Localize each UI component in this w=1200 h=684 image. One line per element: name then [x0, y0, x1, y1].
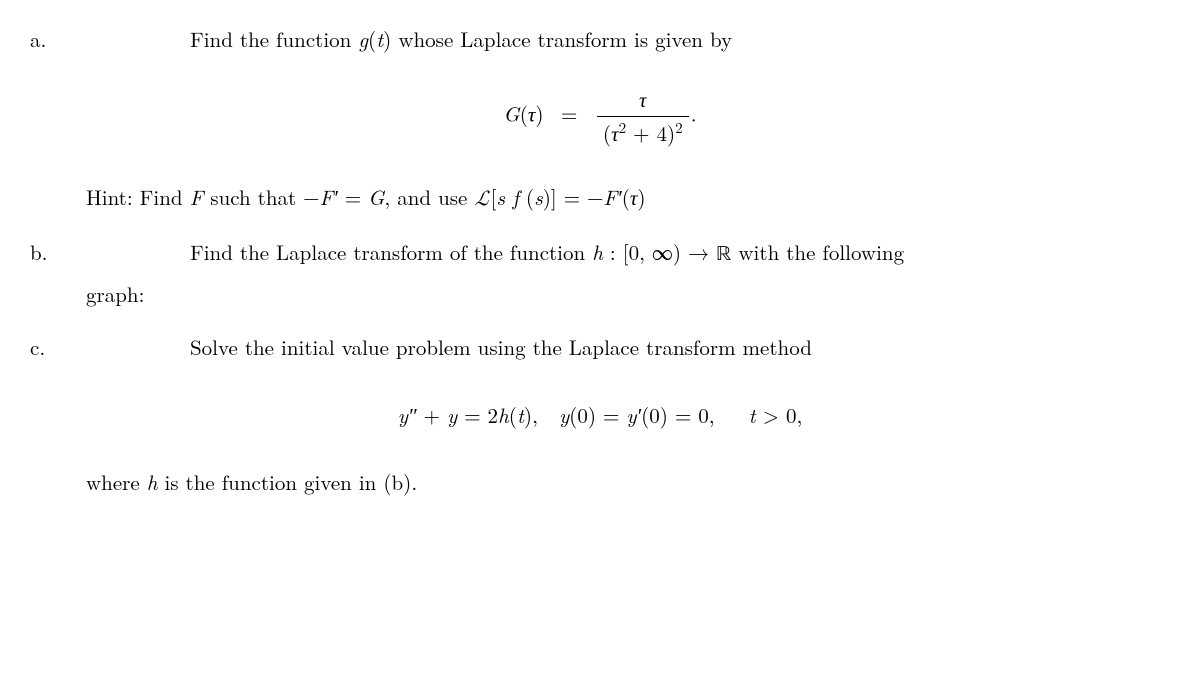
- text-c: Solve the initial value problem using th…: [190, 332, 1170, 364]
- text-b: Find the Laplace transform of the functi…: [190, 237, 1170, 271]
- item-b: b. Find the Laplace transform of the fun…: [30, 237, 1170, 271]
- eq-a-period: .: [691, 98, 697, 128]
- hint-a-mid2: =: [338, 182, 368, 212]
- hint-a-mid3: , and use: [384, 182, 474, 212]
- text-b-R: ℝ: [716, 244, 731, 265]
- label-c: c.: [30, 332, 190, 364]
- hint-a-mid1: such that −: [203, 182, 319, 212]
- equation-c: y″ + y = 2h(t), y(0) = y′(0) = 0,t > 0,: [30, 400, 1170, 432]
- equation-a: G(τ) = τ (τ2 + 4)2 .: [30, 84, 1170, 150]
- hint-a-G: G: [368, 182, 384, 212]
- text-b-post: with the following: [731, 237, 904, 267]
- text-b-pre: Find the Laplace transform of the functi…: [190, 237, 592, 267]
- after-post: is the function given in (b).: [157, 467, 417, 497]
- hint-a-pre: Hint: Find: [86, 182, 190, 212]
- hint-a: Hint: Find F such that −F′ = G, and use …: [86, 182, 1170, 216]
- label-b: b.: [30, 237, 190, 269]
- hint-a-L: ℒ: [474, 189, 490, 210]
- text-b-h: h: [592, 237, 603, 267]
- hint-a-F: F: [190, 182, 204, 212]
- item-a: a. Find the function g(t) whose Laplace …: [30, 24, 1170, 56]
- text-c-after: where h is the function given in (b).: [86, 467, 1170, 499]
- text-a-content: Find the function g(t) whose Laplace tra…: [190, 24, 732, 54]
- hint-a-Fp: F′: [320, 182, 338, 212]
- label-a: a.: [30, 24, 190, 56]
- item-c: c. Solve the initial value problem using…: [30, 332, 1170, 364]
- text-b-map: : [0, ∞) →: [603, 237, 716, 267]
- after-pre: where: [86, 467, 147, 497]
- text-b-cont: graph:: [86, 279, 1170, 311]
- after-h: h: [147, 467, 158, 497]
- text-a: Find the function g(t) whose Laplace tra…: [190, 24, 1170, 56]
